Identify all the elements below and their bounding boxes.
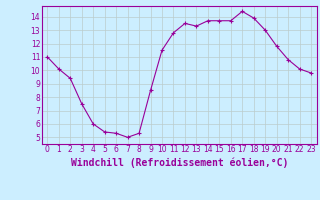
X-axis label: Windchill (Refroidissement éolien,°C): Windchill (Refroidissement éolien,°C)	[70, 157, 288, 168]
